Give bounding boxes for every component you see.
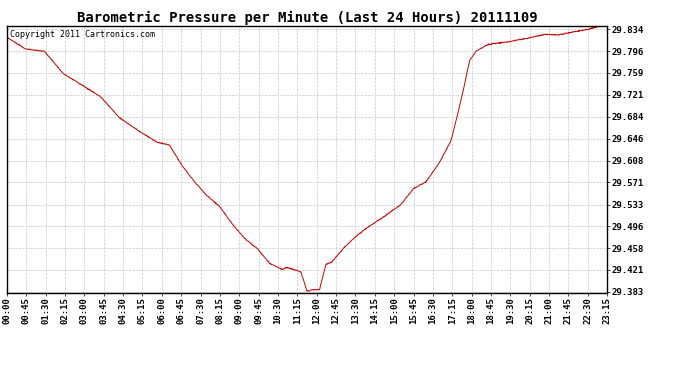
Title: Barometric Pressure per Minute (Last 24 Hours) 20111109: Barometric Pressure per Minute (Last 24 …	[77, 11, 538, 25]
Text: Copyright 2011 Cartronics.com: Copyright 2011 Cartronics.com	[10, 30, 155, 39]
